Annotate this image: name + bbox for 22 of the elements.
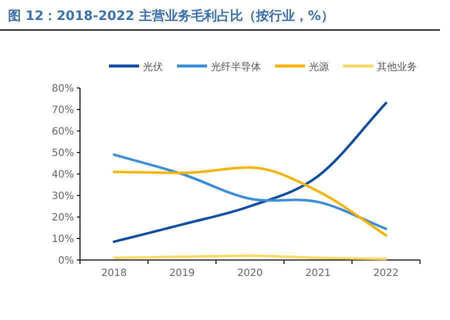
- legend-label: 光纤半导体: [211, 61, 261, 73]
- legend-label: 其他业务: [377, 61, 417, 73]
- chart-title: 图 12：2018-2022 主营业务毛利占比（按行业，%）: [8, 8, 334, 24]
- x-tick-label: 2019: [169, 268, 195, 279]
- legend-label: 光伏: [143, 61, 163, 73]
- y-tick-label: 60%: [52, 126, 74, 138]
- legend-label: 光源: [309, 61, 329, 73]
- line-series: [112, 153, 388, 230]
- line-series: [112, 166, 388, 237]
- y-tick-label: 0%: [58, 256, 74, 267]
- y-tick-label: 50%: [52, 148, 74, 160]
- y-tick-label: 40%: [52, 170, 74, 181]
- x-tick-label: 2021: [305, 268, 331, 279]
- x-tick-label: 2020: [237, 268, 263, 279]
- y-tick-label: 30%: [52, 191, 74, 202]
- line-series: [112, 102, 388, 243]
- y-tick-label: 10%: [52, 234, 74, 246]
- y-tick-label: 70%: [52, 105, 74, 116]
- y-tick-label: 80%: [52, 84, 74, 95]
- x-tick-label: 2022: [373, 268, 399, 279]
- x-tick-label: 2018: [101, 268, 127, 279]
- y-tick-label: 20%: [52, 212, 74, 224]
